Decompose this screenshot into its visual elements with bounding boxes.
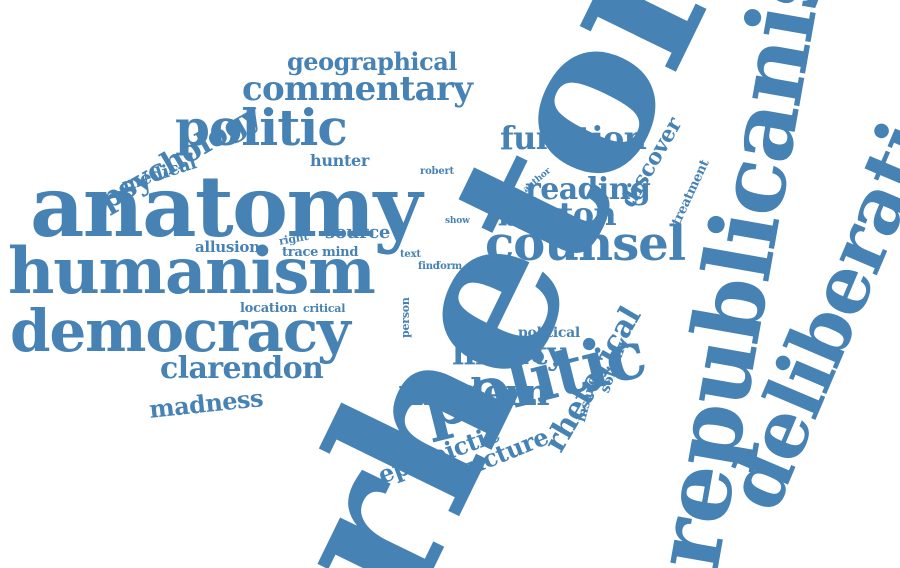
word-text: text xyxy=(400,249,421,260)
word-burton: burton xyxy=(498,195,617,233)
word-function: function xyxy=(500,119,647,157)
word-show: show xyxy=(445,216,470,226)
word-humanism: humanism xyxy=(8,234,376,309)
word-robert: robert xyxy=(420,166,454,177)
word-liberty: liberty xyxy=(452,334,565,372)
word-madness: madness xyxy=(147,383,265,424)
word-reading: reading xyxy=(525,172,651,207)
word-anatomy: anatomy xyxy=(30,157,422,256)
word-trace: trace xyxy=(282,245,319,260)
word-critical: critical xyxy=(303,302,346,315)
word-counsel: counsel xyxy=(485,216,686,272)
word-source: source xyxy=(325,222,390,243)
word-allusion: allusion xyxy=(195,238,260,256)
word-political: political xyxy=(518,325,580,341)
word-person: person xyxy=(399,297,412,338)
word-find: find xyxy=(418,261,440,272)
word-democracy: democracy xyxy=(10,297,351,365)
word-monarchy: politic xyxy=(175,98,348,157)
word-geographical: geographical xyxy=(287,47,457,76)
word-form: form xyxy=(436,261,463,272)
word-mind: mind xyxy=(322,245,359,260)
word-modern: modern xyxy=(398,372,550,414)
word-location: location xyxy=(240,301,297,316)
word-commentary: commentary xyxy=(242,69,473,109)
word-hunter: hunter xyxy=(310,151,369,170)
word-game: game xyxy=(460,269,502,285)
word-clarendon: clarendon xyxy=(160,351,324,386)
